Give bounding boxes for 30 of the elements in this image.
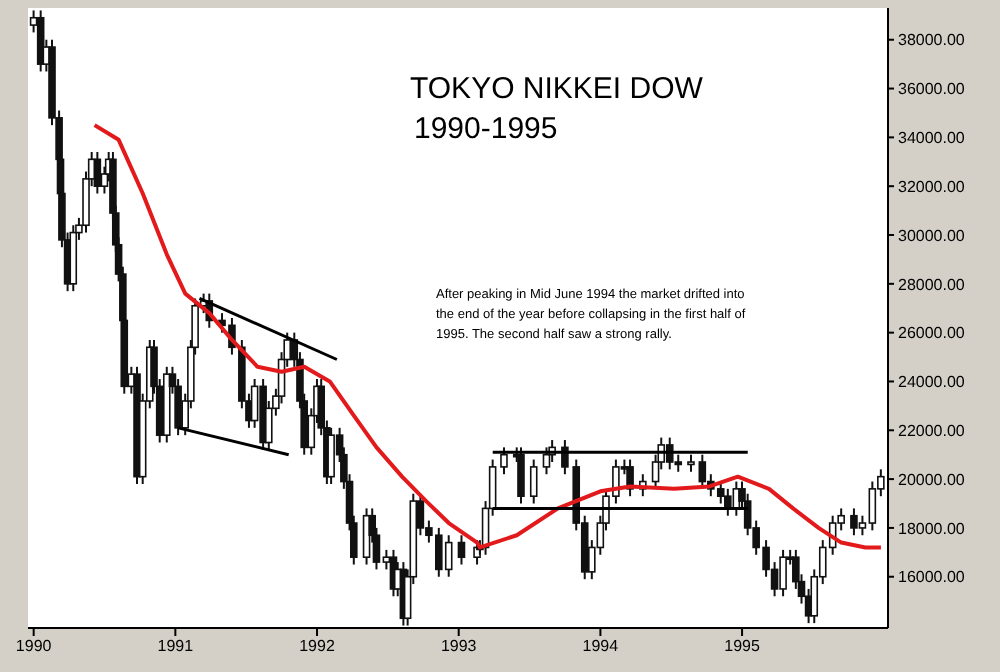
y-tick-label: 18000.00 [898,519,966,538]
y-tick-label: 22000.00 [898,421,966,440]
candlestick [327,426,335,485]
x-tick-label: 1995 [724,637,761,656]
x-tick-label: 1994 [582,637,620,656]
y-tick-label: 34000.00 [898,129,966,148]
candlestick [93,151,102,195]
x-tick-label: 1990 [15,637,53,656]
candlestick [529,458,538,505]
y-tick-label: 38000.00 [898,31,966,50]
x-tick-label: 1992 [299,637,336,656]
candlestick [850,507,858,537]
text: 1990-1995 [414,112,558,146]
y-tick-label: 24000.00 [898,373,966,392]
x-tick-label: 1993 [440,637,478,656]
y-tick-label: 16000.00 [898,568,966,587]
candlestick [457,534,466,566]
y-tick-label: 20000.00 [898,470,966,489]
text: TOKYO NIKKEI DOW [410,72,703,106]
y-tick-label: 26000.00 [898,324,966,343]
x-tick-label: 1991 [157,637,195,656]
y-tick-label: 36000.00 [898,80,966,99]
y-tick-label: 30000.00 [898,226,966,245]
candlestick [542,446,551,476]
candlestick [500,446,508,476]
candlestick [724,487,732,517]
candlestick [698,453,707,490]
y-tick-label: 32000.00 [898,177,966,196]
candlestick [779,548,787,598]
y-tick-label: 28000.00 [898,275,966,294]
